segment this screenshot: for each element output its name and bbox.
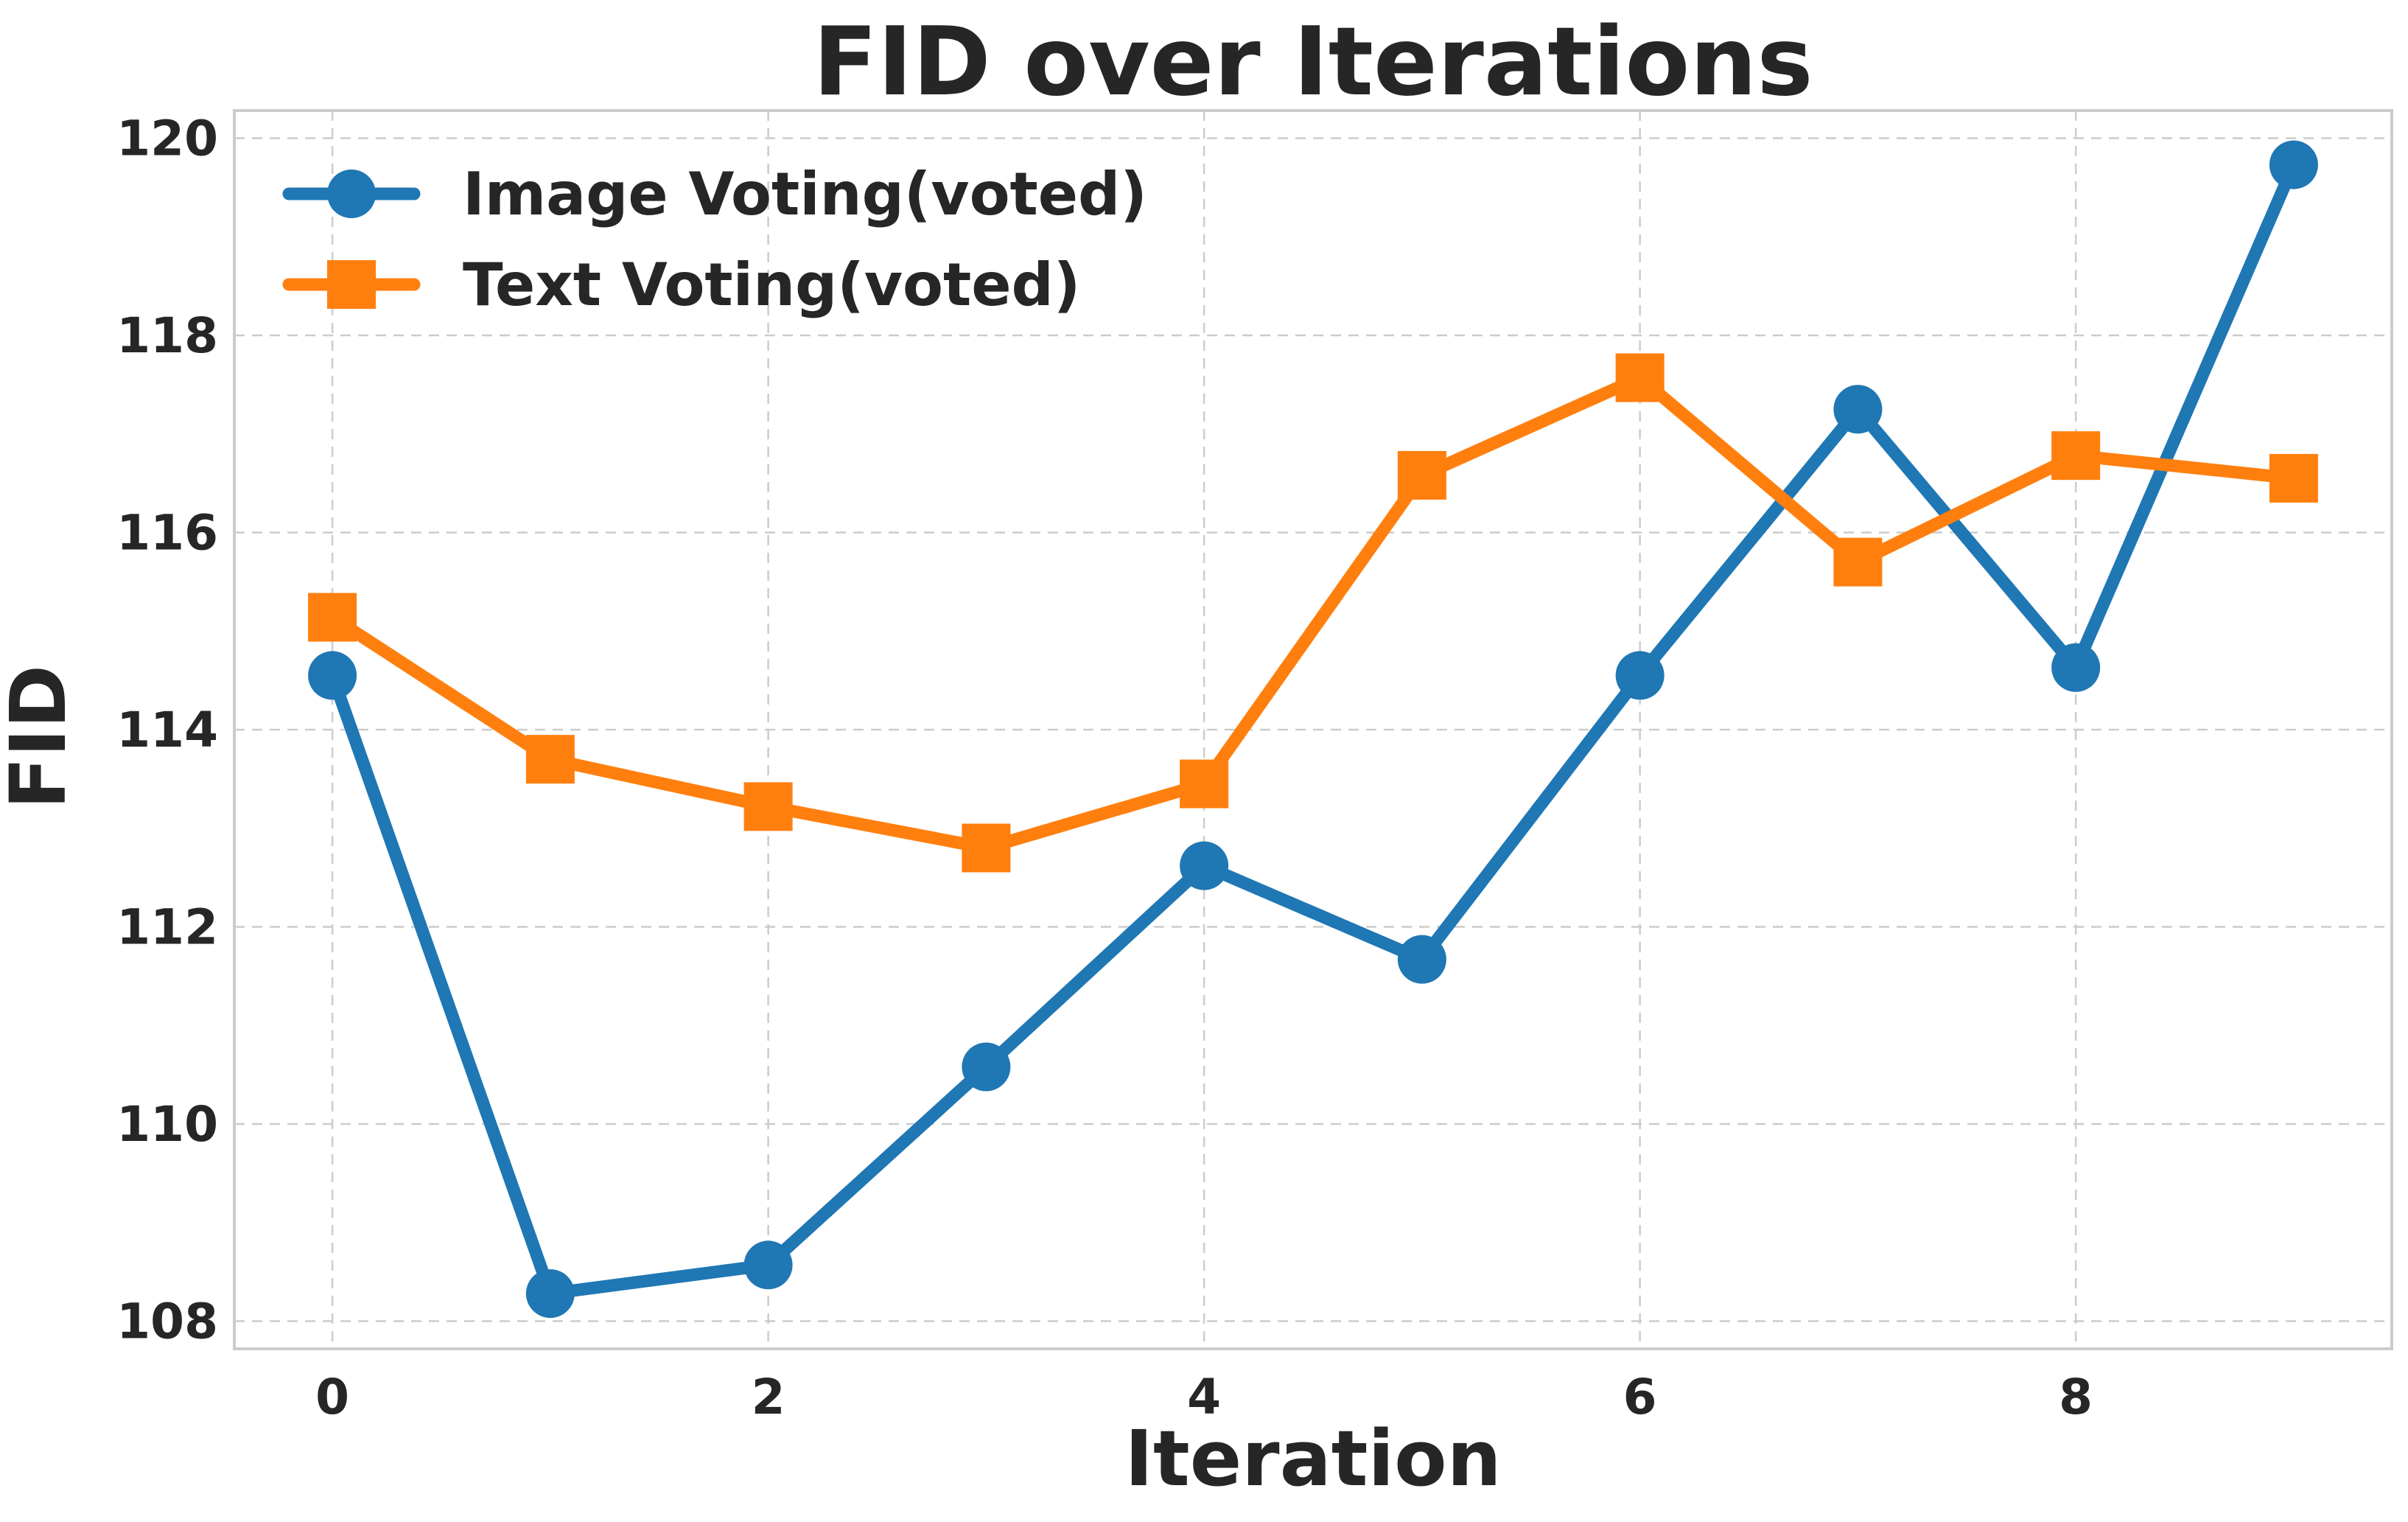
x-tick-label: 4 — [1187, 1369, 1221, 1425]
y-axis-label: FID — [0, 665, 83, 809]
data-point — [525, 735, 575, 784]
legend-item: Image Voting(voted) — [282, 160, 1147, 228]
data-point — [308, 651, 357, 700]
y-tick-label: 114 — [116, 702, 218, 758]
legend-label: Text Voting(voted) — [463, 251, 1080, 319]
series-line — [326, 371, 2300, 854]
y-tick-label: 108 — [116, 1294, 218, 1350]
y-tick-label: 112 — [116, 899, 218, 956]
x-tick-label: 8 — [2059, 1369, 2093, 1425]
legend-marker — [327, 260, 376, 309]
data-point — [1397, 935, 1446, 984]
legend-item: Text Voting(voted) — [282, 251, 1080, 319]
data-point — [308, 593, 357, 642]
chart-title: FID over Iterations — [813, 7, 1813, 117]
data-point — [2269, 140, 2318, 189]
x-tick-label: 2 — [752, 1369, 785, 1425]
y-tick-label: 118 — [116, 307, 218, 364]
data-point — [2051, 431, 2101, 481]
data-point — [525, 1269, 575, 1319]
data-point — [1180, 841, 1229, 890]
y-tick-label: 116 — [116, 504, 218, 561]
x-tick-label: 6 — [1623, 1369, 1657, 1425]
legend-label: Image Voting(voted) — [463, 160, 1147, 228]
y-tick-label: 110 — [116, 1096, 218, 1153]
y-tick-labels: 108 110 112 114 116 118 120 — [116, 110, 218, 1350]
grid-lines — [234, 111, 2392, 1349]
data-point — [743, 1240, 793, 1290]
series-line — [326, 158, 2300, 1300]
data-point — [962, 1042, 1011, 1092]
data-point — [1397, 450, 1446, 500]
legend-marker — [327, 170, 376, 218]
data-point — [1833, 385, 1883, 434]
data-point — [962, 823, 1011, 873]
data-series — [308, 140, 2318, 1319]
x-tick-label: 0 — [315, 1369, 349, 1425]
series-1 — [308, 140, 2318, 1319]
legend: Image Voting(voted) Text Voting(voted) — [282, 160, 1147, 319]
y-tick-label: 120 — [116, 110, 218, 167]
x-axis-label: Iteration — [1124, 1414, 1501, 1504]
data-point — [1615, 353, 1665, 402]
data-point — [1833, 537, 1883, 587]
series-2 — [308, 353, 2318, 873]
data-point — [743, 782, 793, 831]
x-tick-labels: 0 2 4 6 8 — [315, 1369, 2093, 1425]
plot-frame — [233, 109, 2393, 1350]
data-point — [1180, 759, 1229, 809]
data-point — [2051, 643, 2101, 692]
data-point — [2269, 453, 2318, 503]
data-point — [1615, 651, 1665, 700]
